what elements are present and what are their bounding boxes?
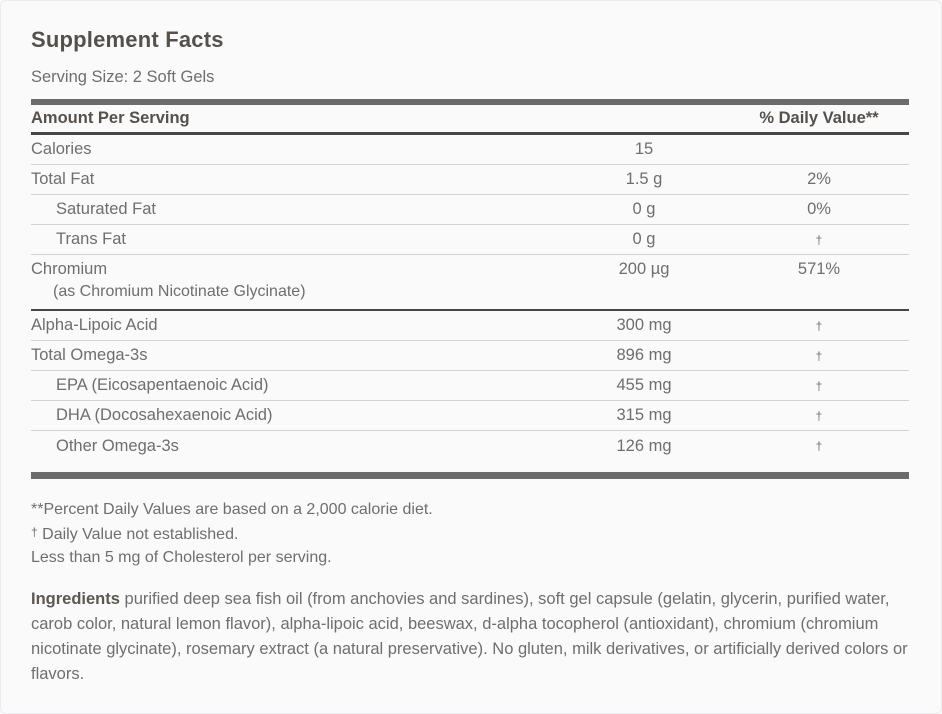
nutrient-dv: † <box>815 232 823 247</box>
table-row-dha: DHA (Docosahexaenoic Acid) 315 mg † <box>31 401 909 431</box>
nutrient-dv: 571% <box>797 260 841 278</box>
nutrient-amount: 15 <box>634 140 654 158</box>
nutrient-amount: 0 g <box>632 200 656 218</box>
nutrient-amount: 1.5 g <box>625 170 663 188</box>
amount-per-serving-header: Amount Per Serving <box>31 109 190 127</box>
nutrient-dv: † <box>815 408 823 423</box>
footnote-dagger: † Daily Value not established. <box>31 521 907 546</box>
nutrient-dv: † <box>815 439 823 453</box>
footnotes: **Percent Daily Values are based on a 2,… <box>31 498 907 569</box>
serving-size-text: Serving Size: 2 Soft Gels <box>31 68 215 86</box>
nutrient-name: Other Omega-3s <box>56 436 179 455</box>
nutrient-amount: 315 mg <box>616 406 672 424</box>
nutrient-dv: † <box>815 378 823 393</box>
nutrient-dv: † <box>815 348 823 363</box>
table-row-total-omega-3s: Total Omega-3s 896 mg † <box>31 341 909 371</box>
ingredients-text: purified deep sea fish oil (from anchovi… <box>31 590 908 683</box>
nutrient-name: Saturated Fat <box>56 200 156 218</box>
bottom-divider-bar <box>31 472 909 479</box>
top-divider-bar <box>31 99 909 105</box>
supplement-facts-panel: Supplement Facts Serving Size: 2 Soft Ge… <box>1 1 941 687</box>
nutrient-dv: 2% <box>807 170 831 188</box>
table-row-chromium: Chromium (as Chromium Nicotinate Glycina… <box>31 255 909 311</box>
nutrient-name: Calories <box>31 140 92 158</box>
table-row-epa: EPA (Eicosapentaenoic Acid) 455 mg † <box>31 371 909 401</box>
footnote-percent-dv: **Percent Daily Values are based on a 2,… <box>31 501 433 518</box>
table-header-row: Amount Per Serving % Daily Value** <box>31 105 909 135</box>
nutrient-name: EPA (Eicosapentaenoic Acid) <box>56 376 269 394</box>
footnote-dagger-text: Daily Value not established. <box>42 526 239 543</box>
table-row-trans-fat: Trans Fat 0 g † <box>31 225 909 255</box>
nutrient-name: DHA (Docosahexaenoic Acid) <box>56 406 273 424</box>
table-row-other-omega-3s: Other Omega-3s 126 mg † <box>31 431 909 461</box>
nutrient-amount: 200 µg <box>618 260 670 278</box>
table-row-calories: Calories 15 <box>31 135 909 165</box>
nutrient-dv: † <box>815 318 823 333</box>
ingredients-paragraph: Ingredients purified deep sea fish oil (… <box>31 587 909 687</box>
nutrient-name: Alpha-Lipoic Acid <box>31 316 158 334</box>
nutrient-name: Total Omega-3s <box>31 346 148 364</box>
nutrient-name: Chromium <box>31 260 108 278</box>
table-row-alpha-lipoic-acid: Alpha-Lipoic Acid 300 mg † <box>31 311 909 341</box>
nutrient-name-group: Chromium (as Chromium Nicotinate Glycina… <box>31 255 559 301</box>
nutrient-source-note: (as Chromium Nicotinate Glycinate) <box>53 283 306 300</box>
ingredients-heading: Ingredients <box>31 590 120 608</box>
nutrient-amount: 455 mg <box>616 376 672 394</box>
footnote-cholesterol: Less than 5 mg of Cholesterol per servin… <box>31 549 332 566</box>
nutrient-amount: 0 g <box>632 230 656 248</box>
nutrient-name: Total Fat <box>31 170 95 188</box>
nutrient-dv: 0% <box>807 200 831 218</box>
nutrient-name: Trans Fat <box>56 230 126 248</box>
table-row-total-fat: Total Fat 1.5 g 2% <box>31 165 909 195</box>
page-title: Supplement Facts <box>31 27 224 52</box>
table-row-saturated-fat: Saturated Fat 0 g 0% <box>31 195 909 225</box>
daily-value-header: % Daily Value** <box>759 109 879 127</box>
nutrient-amount: 300 mg <box>616 316 672 334</box>
nutrient-amount: 896 mg <box>616 346 672 364</box>
nutrient-amount: 126 mg <box>616 436 672 455</box>
facts-table: Amount Per Serving % Daily Value** Calor… <box>31 99 909 479</box>
dagger-symbol: † <box>31 525 38 539</box>
